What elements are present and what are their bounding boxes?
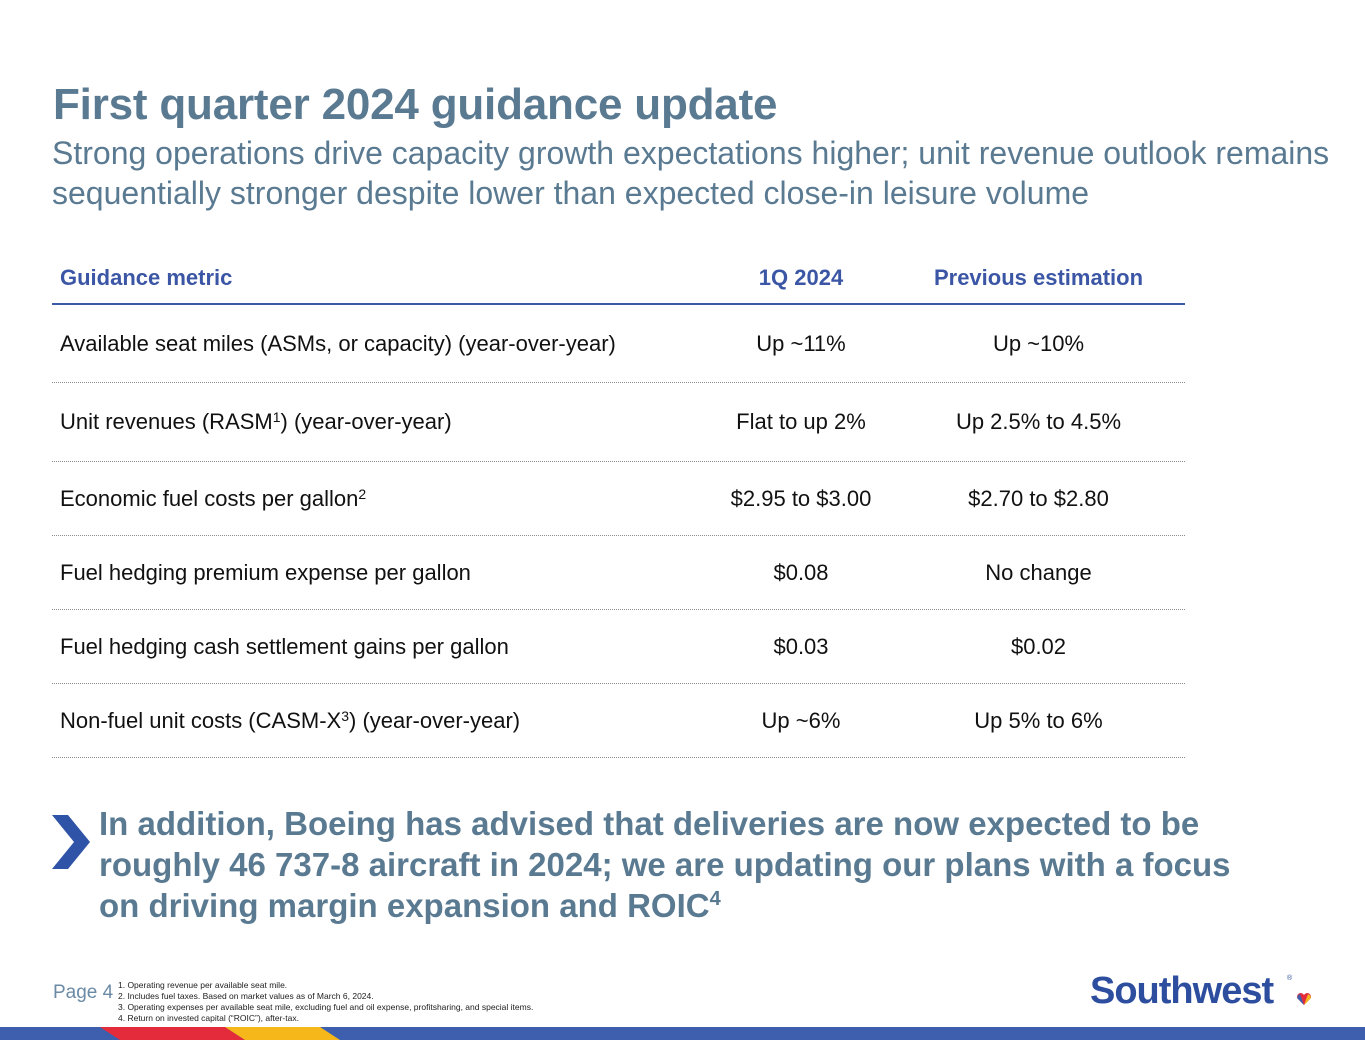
callout-text: In addition, Boeing has advised that del… xyxy=(99,805,1231,924)
header-metric: Guidance metric xyxy=(60,265,233,290)
metric-cell: Fuel hedging cash settlement gains per g… xyxy=(60,633,509,659)
footnote: 4. Return on invested capital (“ROIC”), … xyxy=(118,1013,299,1023)
registered-mark: ® xyxy=(1287,975,1293,982)
table-header-row: Guidance metric 1Q 2024 Previous estimat… xyxy=(52,265,1185,305)
q1-value-cell: $2.95 to $3.00 xyxy=(730,485,872,511)
table-row: Non-fuel unit costs (CASM-X3) (year-over… xyxy=(52,684,1185,758)
previous-value-cell: $2.70 to $2.80 xyxy=(968,485,1109,511)
page-subtitle: Strong operations drive capacity growth … xyxy=(52,135,1330,211)
footnote: 2. Includes fuel taxes. Based on market … xyxy=(118,991,374,1001)
southwest-logo: Southwest xyxy=(1090,970,1274,1012)
footnote: 3. Operating expenses per available seat… xyxy=(118,1002,534,1012)
previous-value-cell: Up 5% to 6% xyxy=(974,707,1103,733)
metric-cell: Unit revenues (RASM1) (year-over-year) xyxy=(60,409,452,434)
previous-value-cell: $0.02 xyxy=(1010,633,1067,659)
chevron-right-icon xyxy=(52,815,90,869)
heart-icon xyxy=(1297,993,1311,1005)
table-row: Fuel hedging premium expense per gallon … xyxy=(52,536,1185,610)
previous-value-cell: Up ~10% xyxy=(992,330,1085,356)
table-row: Unit revenues (RASM1) (year-over-year) F… xyxy=(52,383,1185,462)
footnote: 1. Operating revenue per available seat … xyxy=(118,980,288,990)
metric-cell: Economic fuel costs per gallon2 xyxy=(60,485,367,511)
guidance-table: Guidance metric 1Q 2024 Previous estimat… xyxy=(52,265,1185,758)
q1-value-cell: Up ~6% xyxy=(761,707,841,733)
header-previous-estimation: Previous estimation xyxy=(933,265,1144,290)
q1-value-cell: $0.03 xyxy=(773,633,829,659)
table-row: Available seat miles (ASMs, or capacity)… xyxy=(52,305,1185,383)
metric-cell: Fuel hedging premium expense per gallon xyxy=(60,559,471,585)
q1-value-cell: Flat to up 2% xyxy=(736,409,866,434)
q1-value-cell: Up ~11% xyxy=(756,330,846,356)
previous-value-cell: No change xyxy=(985,559,1092,585)
table-row: Economic fuel costs per gallon2 $2.95 to… xyxy=(52,462,1185,536)
previous-value-cell: Up 2.5% to 4.5% xyxy=(955,409,1122,434)
page-title: First quarter 2024 guidance update xyxy=(53,80,778,129)
header-1q-2024: 1Q 2024 xyxy=(758,265,844,290)
metric-cell: Available seat miles (ASMs, or capacity)… xyxy=(60,330,616,356)
q1-value-cell: $0.08 xyxy=(773,559,829,585)
footnotes: 1. Operating revenue per available seat … xyxy=(118,980,533,1024)
table-row: Fuel hedging cash settlement gains per g… xyxy=(52,610,1185,684)
page-number: Page 4 xyxy=(53,982,114,1003)
brand-stripe xyxy=(0,1027,1365,1040)
metric-cell: Non-fuel unit costs (CASM-X3) (year-over… xyxy=(60,707,521,733)
